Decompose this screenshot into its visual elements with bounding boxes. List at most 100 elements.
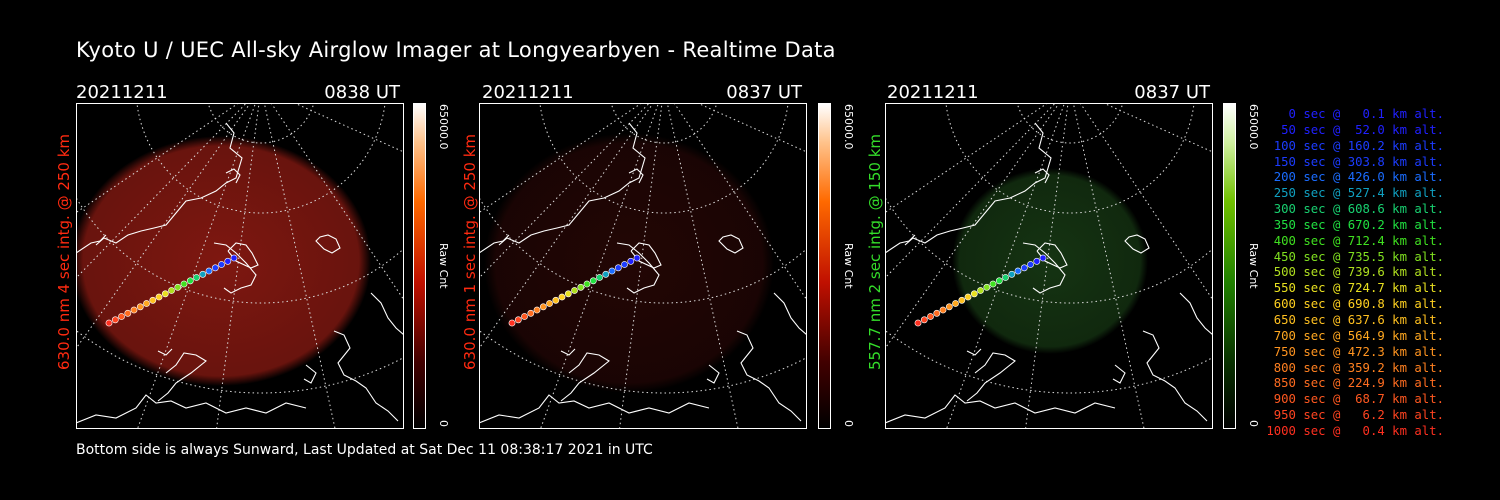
- trajectory-point: [533, 306, 541, 314]
- legend-entry: 450 sec @ 735.5 km alt.: [1273, 249, 1444, 264]
- legend-entry: 150 sec @ 303.8 km alt.: [1273, 154, 1444, 169]
- trajectory-point: [633, 254, 641, 262]
- trajectory-point: [199, 270, 207, 278]
- coastline: [718, 234, 744, 254]
- trajectory-point: [914, 319, 922, 327]
- footer-status: Bottom side is always Sunward, Last Upda…: [76, 442, 653, 458]
- trajectory-point: [186, 277, 194, 285]
- meridian-line: [263, 103, 336, 429]
- panel3-ylabel: 557.7 nm 2 sec intg. @ 150 km: [866, 133, 884, 370]
- legend-entry: 850 sec @ 224.9 km alt.: [1273, 376, 1444, 391]
- trajectory-point: [143, 300, 150, 307]
- meridian-line: [1079, 103, 1213, 301]
- coastline: [1034, 168, 1050, 184]
- trajectory-point: [571, 287, 578, 294]
- meridian-line: [270, 103, 404, 301]
- trajectory-point: [155, 293, 163, 301]
- coastline: [76, 234, 107, 254]
- latitude-line: [479, 196, 807, 304]
- trajectory-point: [995, 277, 1003, 285]
- meridian-line: [885, 103, 1060, 350]
- legend-entry: 900 sec @ 68.7 km alt.: [1273, 392, 1444, 407]
- trajectory-point: [589, 277, 597, 285]
- panel2-cbar-min: 0: [842, 420, 855, 427]
- panel2-colorbar: [818, 103, 831, 429]
- trajectory-point: [614, 264, 622, 272]
- trajectory-point: [174, 283, 182, 291]
- legend-entry: 800 sec @ 359.2 km alt.: [1273, 360, 1444, 375]
- trajectory-point: [608, 267, 616, 275]
- trajectory-point: [514, 316, 522, 324]
- trajectory-point: [193, 274, 200, 281]
- coastline: [966, 352, 1016, 402]
- latitude-line: [1016, 103, 1124, 144]
- coastline: [76, 394, 307, 424]
- panel2-ylabel: 630.0 nm 1 sec intg. @ 250 km: [461, 133, 479, 370]
- coastline: [157, 352, 207, 402]
- meridian-line: [1072, 103, 1145, 429]
- trajectory-point: [933, 309, 941, 317]
- coastline: [157, 348, 173, 356]
- legend-entry: 650 sec @ 637.6 km alt.: [1273, 312, 1444, 327]
- trajectory-point: [136, 303, 144, 311]
- meridian-line: [666, 103, 739, 429]
- trajectory-point: [1020, 264, 1028, 272]
- panel1-cbar-label: Raw Cnt: [437, 243, 450, 289]
- panel1-colorbar: [413, 103, 426, 429]
- trajectory-point: [1002, 274, 1009, 281]
- coastline: [706, 364, 720, 384]
- panel1-time: 0838 UT: [324, 82, 400, 103]
- legend-entry: 500 sec @ 739.6 km alt.: [1273, 265, 1444, 280]
- legend-entry: 100 sec @ 160.2 km alt.: [1273, 138, 1444, 153]
- legend-entry: 300 sec @ 608.6 km alt.: [1273, 202, 1444, 217]
- panel-frame: [479, 103, 807, 429]
- trajectory-point: [546, 300, 553, 307]
- coastline: [966, 348, 982, 356]
- trajectory-point: [161, 290, 169, 298]
- airglow-image: [76, 136, 371, 386]
- coastline: [498, 122, 646, 246]
- coastline: [628, 168, 644, 184]
- panel-frame: [885, 103, 1213, 429]
- legend-entry: 250 sec @ 527.4 km alt.: [1273, 186, 1444, 201]
- legend-entry: 50 sec @ 52.0 km alt.: [1281, 122, 1444, 137]
- panel3-colorbar: [1223, 103, 1236, 429]
- legend-entry: 700 sec @ 564.9 km alt.: [1273, 328, 1444, 343]
- coastline: [560, 348, 576, 356]
- panel1-cbar-max: 65000.0: [437, 104, 450, 150]
- coastline: [479, 394, 710, 424]
- trajectory-point: [964, 293, 972, 301]
- panel2-date: 20211211: [482, 82, 574, 103]
- meridian-line: [885, 103, 1057, 279]
- meridian-line: [76, 103, 251, 350]
- panel1-date: 20211211: [76, 82, 168, 103]
- trajectory-point: [149, 296, 157, 304]
- coastline: [885, 394, 1116, 424]
- trajectory-point: [970, 290, 978, 298]
- trajectory-point: [958, 296, 966, 304]
- trajectory-point: [989, 280, 997, 288]
- trajectory-point: [211, 264, 219, 272]
- trajectory-point: [230, 254, 238, 262]
- trajectory-point: [1033, 257, 1041, 265]
- legend-entry: 400 sec @ 712.4 km alt.: [1273, 233, 1444, 248]
- panel-frame: [76, 103, 404, 429]
- latitude-line: [885, 196, 1213, 304]
- panel2-cbar-label: Raw Cnt: [842, 243, 855, 289]
- trajectory-point: [118, 313, 125, 320]
- trajectory-point: [521, 313, 528, 320]
- legend-entry: 1000 sec @ 0.4 km alt.: [1266, 423, 1444, 438]
- trajectory-point: [218, 261, 225, 268]
- legend-entry: 750 sec @ 472.3 km alt.: [1273, 344, 1444, 359]
- trajectory-point: [621, 261, 628, 268]
- coastline: [479, 234, 510, 254]
- trajectory-point: [552, 296, 560, 304]
- panel3-time: 0837 UT: [1134, 82, 1210, 103]
- trajectory-point: [1027, 261, 1034, 268]
- trajectory-point: [927, 313, 934, 320]
- legend-entry: 0 sec @ 0.1 km alt.: [1288, 107, 1444, 121]
- trajectory-point: [111, 316, 119, 324]
- coastline: [333, 330, 399, 422]
- coastline: [616, 242, 660, 294]
- coastline: [1142, 330, 1208, 422]
